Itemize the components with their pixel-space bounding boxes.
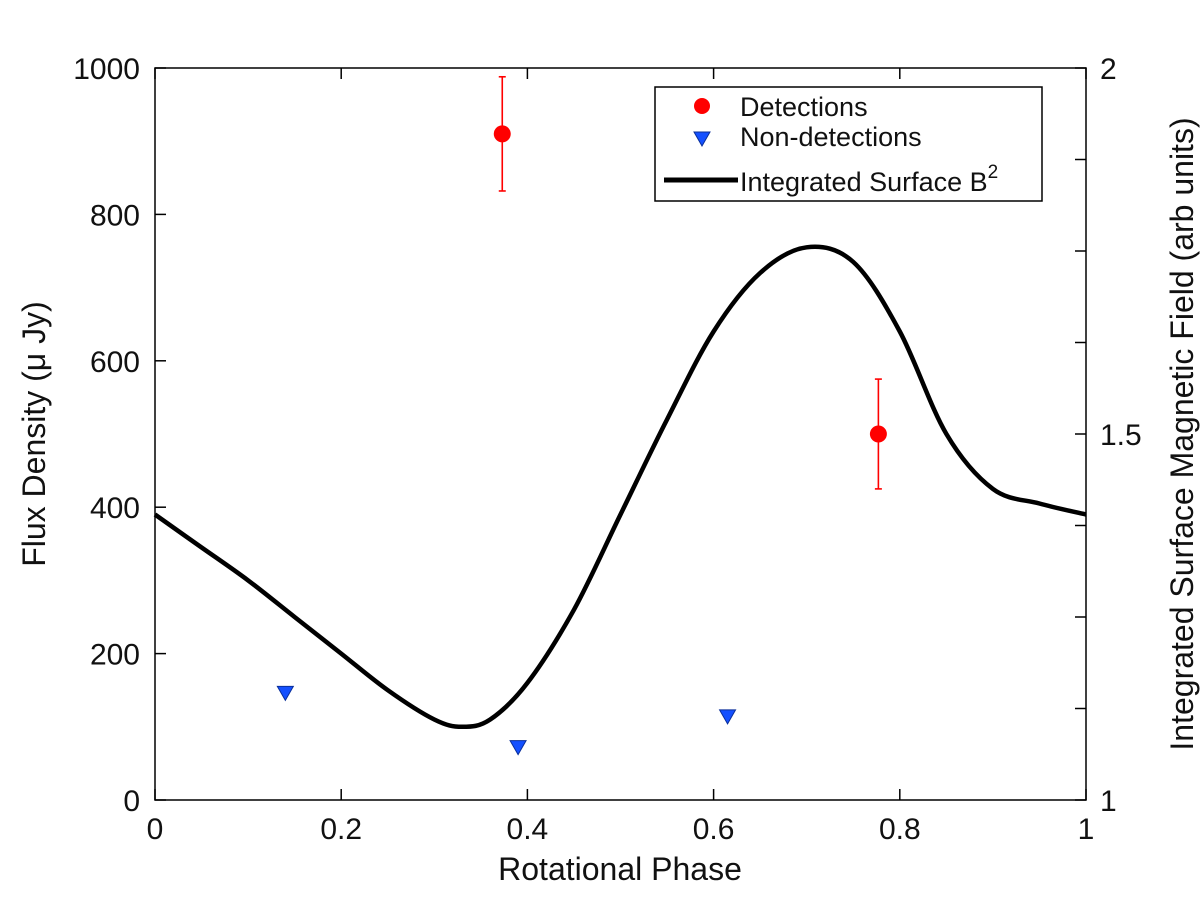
non-detection-point [276,685,295,702]
legend-box [654,86,1043,202]
y-left-tick-label: 200 [90,639,140,672]
x-tick-label: 1 [1078,813,1095,846]
x-tick-label: 0.8 [879,813,921,846]
y-left-axis-title: Flux Density (μ Jy) [16,301,52,567]
y-left-tick-label: 400 [90,492,140,525]
legend-detections-marker [694,98,710,114]
legend-detections-label: Detections [740,92,868,122]
legend: Detections Non-detections Integrated Sur… [654,86,1043,202]
y-right-tick-label: 1 [1100,785,1117,818]
detection-point [869,425,887,443]
x-tick-label: 0.4 [507,813,549,846]
y-right-tick-label: 1.5 [1100,419,1142,452]
non-detection-point [718,709,737,725]
legend-nondetections-label: Non-detections [740,122,922,152]
legend-nondetections-marker [693,131,711,148]
legend-line-label: Integrated Surface B2 [740,162,998,197]
y-right-axis-title: Integrated Surface Magnetic Field (arb u… [1164,117,1200,750]
detection-point [493,125,511,143]
y-left-tick-label: 0 [123,785,140,818]
x-tick-label: 0.2 [320,813,362,846]
x-tick-label: 0.6 [693,813,735,846]
x-axis-title: Rotational Phase [498,851,742,887]
legend-line-label-superscript: 2 [988,162,999,183]
y-left-tick-label: 600 [90,346,140,379]
y-left-tick-label: 1000 [73,53,140,86]
non-detection-point [509,740,527,756]
integrated-surface-b2-line [153,244,1087,730]
y-right-tick-label: 2 [1100,53,1117,86]
legend-line-label-text: Integrated Surface B [740,167,988,197]
y-left-tick-label: 800 [90,199,140,232]
x-tick-label: 0 [147,813,164,846]
